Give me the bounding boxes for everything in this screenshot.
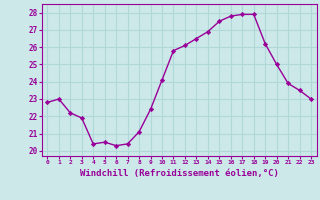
X-axis label: Windchill (Refroidissement éolien,°C): Windchill (Refroidissement éolien,°C) <box>80 169 279 178</box>
